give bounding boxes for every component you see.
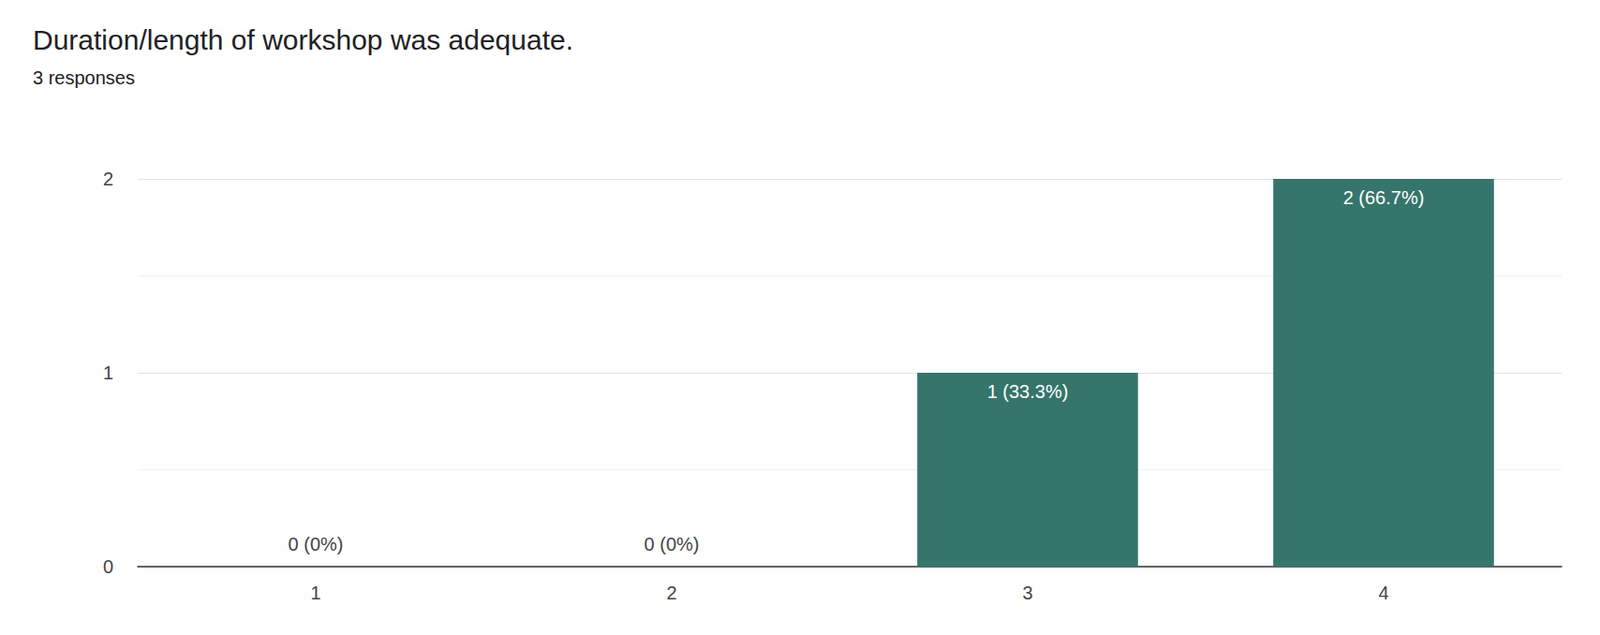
- svg-text:1: 1: [310, 582, 321, 604]
- svg-text:2 (66.7%): 2 (66.7%): [1343, 187, 1425, 208]
- svg-text:2: 2: [666, 582, 677, 604]
- svg-text:0 (0%): 0 (0%): [644, 533, 700, 555]
- svg-text:2: 2: [103, 168, 114, 190]
- svg-text:1: 1: [103, 362, 114, 384]
- svg-text:Duration/length of workshop wa: Duration/length of workshop was adequate…: [32, 24, 574, 56]
- svg-text:0: 0: [103, 556, 114, 578]
- svg-text:3 responses: 3 responses: [32, 67, 135, 89]
- svg-text:1 (33.3%): 1 (33.3%): [987, 381, 1069, 402]
- svg-text:4: 4: [1377, 582, 1389, 604]
- svg-text:3: 3: [1022, 582, 1033, 604]
- svg-text:0 (0%): 0 (0%): [288, 533, 344, 555]
